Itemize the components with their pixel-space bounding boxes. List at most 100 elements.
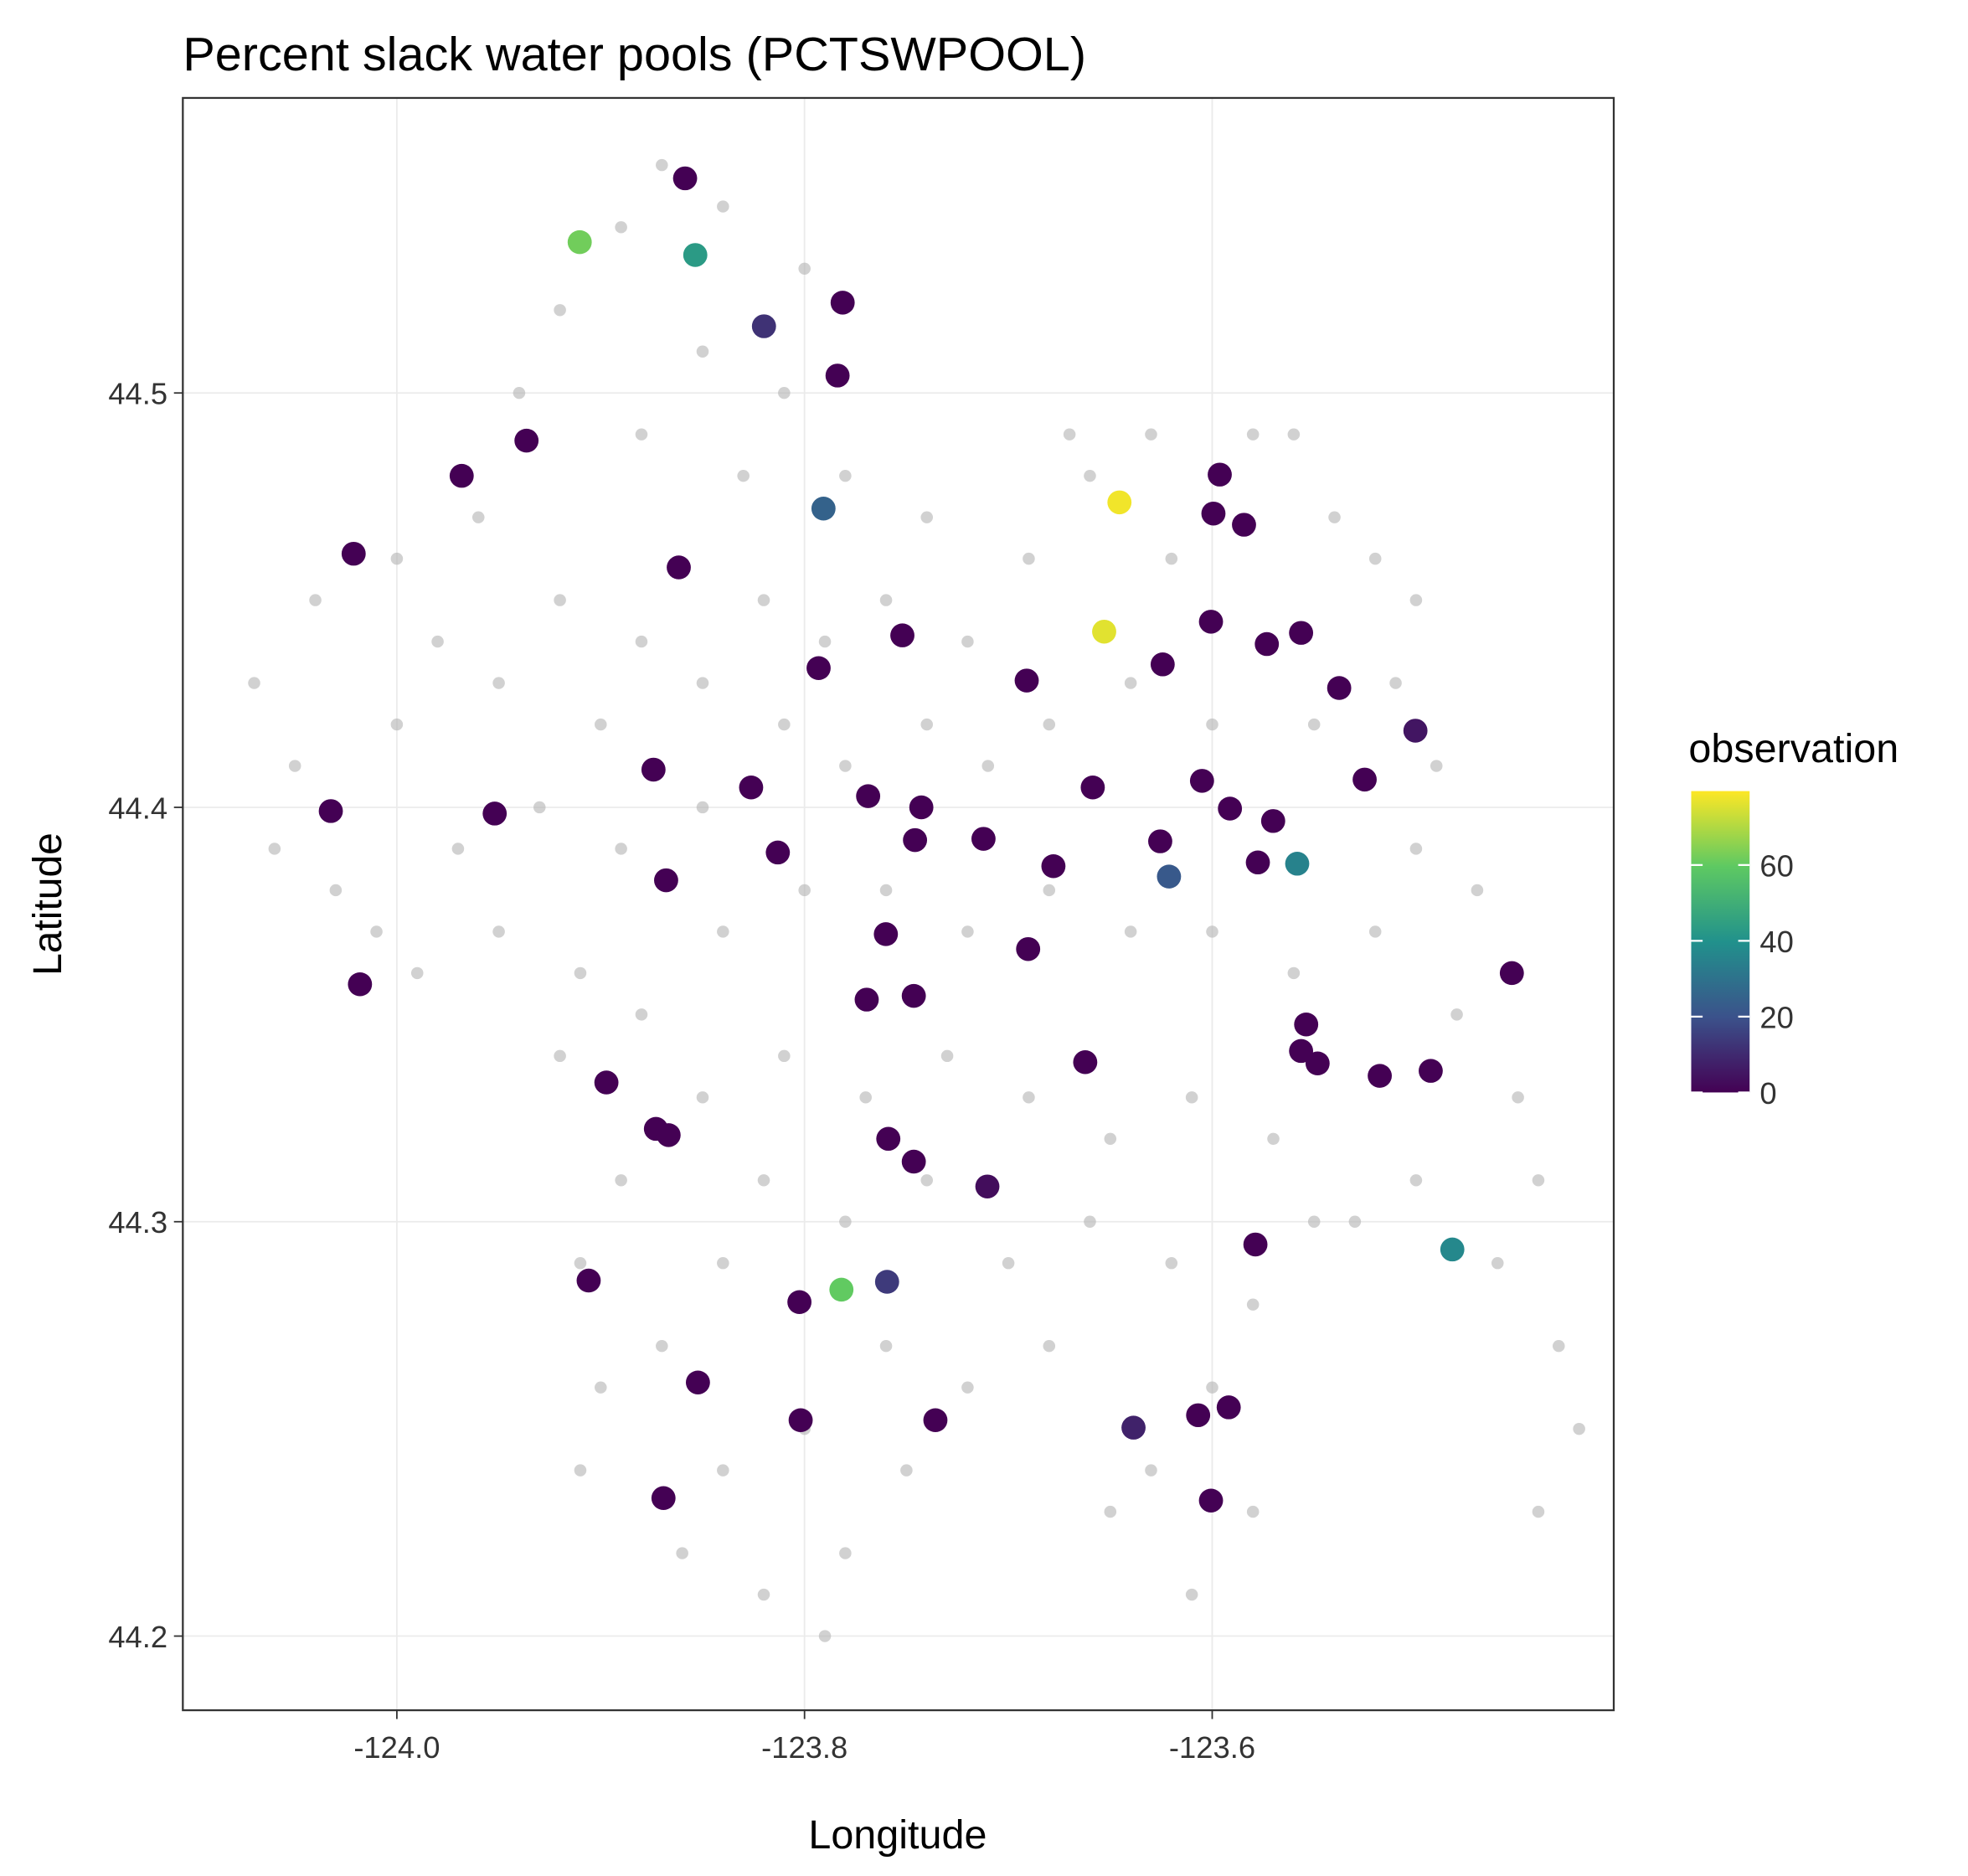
y-tick-label: 44.2 (108, 1620, 167, 1654)
observation-point (854, 987, 879, 1012)
background-point (1573, 1422, 1585, 1435)
background-point (757, 1174, 770, 1187)
background-point (390, 718, 404, 731)
x-tick-label: -123.8 (761, 1730, 847, 1765)
background-point (778, 718, 791, 731)
background-point (1368, 552, 1382, 565)
observation-point (685, 1370, 710, 1394)
y-tick-label: 44.3 (108, 1205, 167, 1240)
background-point (676, 1547, 688, 1559)
background-point (940, 1049, 954, 1063)
observation-point (1186, 1403, 1211, 1428)
background-point (737, 469, 750, 482)
observation-point (641, 757, 666, 782)
observation-point (1294, 1013, 1319, 1037)
background-point (635, 1008, 648, 1021)
background-point (451, 843, 465, 855)
background-point (1206, 718, 1218, 731)
background-point (1348, 1215, 1362, 1228)
background-point (696, 801, 709, 814)
background-point (309, 594, 322, 606)
observation-point (1198, 1488, 1224, 1513)
observation-point (1016, 936, 1041, 961)
background-point (1553, 1339, 1565, 1353)
observation-point (751, 314, 776, 338)
background-point (879, 594, 893, 606)
observation-point (576, 1268, 601, 1293)
observation-point (1419, 1059, 1443, 1083)
background-point (1532, 1174, 1545, 1187)
observation-point (901, 1149, 926, 1174)
background-point (717, 200, 729, 213)
background-point (595, 718, 607, 731)
background-point (839, 760, 852, 772)
background-point (1043, 718, 1056, 731)
y-tick-label: 44.5 (108, 377, 167, 411)
background-point (410, 966, 424, 980)
background-point (1124, 925, 1137, 938)
observation-point (1189, 769, 1214, 793)
observation-point (1080, 775, 1105, 800)
background-point (717, 1464, 729, 1477)
background-point (431, 635, 444, 648)
background-point (1206, 1381, 1218, 1394)
background-point (1145, 1464, 1157, 1477)
background-point (879, 884, 893, 897)
observation-point (449, 463, 474, 488)
background-point (1246, 428, 1260, 441)
observation-point (482, 801, 507, 826)
observation-point (825, 363, 850, 388)
colorbar-tick-label: 0 (1759, 1076, 1776, 1111)
background-point (900, 1464, 913, 1477)
observation-point (909, 795, 934, 820)
background-point (390, 552, 404, 565)
observation-point (806, 656, 831, 680)
observation-point (1092, 619, 1116, 644)
background-point (1389, 677, 1402, 689)
colorbar (1691, 791, 1750, 1093)
observation-point (1148, 829, 1172, 853)
observation-point (856, 784, 881, 808)
background-point (1307, 1215, 1321, 1228)
observation-point (654, 868, 678, 893)
background-point (1430, 760, 1443, 772)
background-point (635, 428, 648, 441)
background-point (1084, 1215, 1096, 1228)
observation-point (1198, 610, 1224, 634)
background-point (1043, 884, 1056, 897)
observation-point (873, 922, 899, 946)
background-point (696, 1091, 709, 1104)
background-point (1328, 511, 1341, 523)
background-point (1165, 1257, 1178, 1270)
background-point (839, 469, 852, 482)
background-point (1409, 843, 1423, 855)
background-point (1532, 1505, 1545, 1518)
observation-point (829, 1277, 854, 1302)
background-point (492, 677, 505, 689)
legend-title: observation (1688, 726, 1898, 771)
background-point (1185, 1588, 1198, 1601)
background-point (656, 1339, 668, 1353)
observation-point (1403, 719, 1428, 743)
background-point (920, 511, 934, 523)
observation-point (683, 243, 708, 267)
colorbar-tick-label: 20 (1759, 1001, 1793, 1035)
observation-point (1289, 1038, 1314, 1064)
background-point (248, 677, 260, 689)
background-point (268, 843, 281, 855)
observation-point (1216, 1395, 1241, 1420)
background-point (1512, 1091, 1524, 1104)
observation-point (876, 1126, 901, 1152)
background-point (1267, 1132, 1280, 1146)
background-point (329, 884, 343, 897)
observation-point (1201, 501, 1226, 526)
background-point (981, 760, 995, 772)
colorbar-tick-label: 60 (1759, 849, 1793, 884)
observation-point (1289, 621, 1314, 645)
observation-point (1208, 462, 1232, 487)
background-point (615, 221, 627, 234)
background-point (778, 1049, 791, 1063)
background-point (595, 1381, 607, 1394)
background-point (1084, 469, 1096, 482)
